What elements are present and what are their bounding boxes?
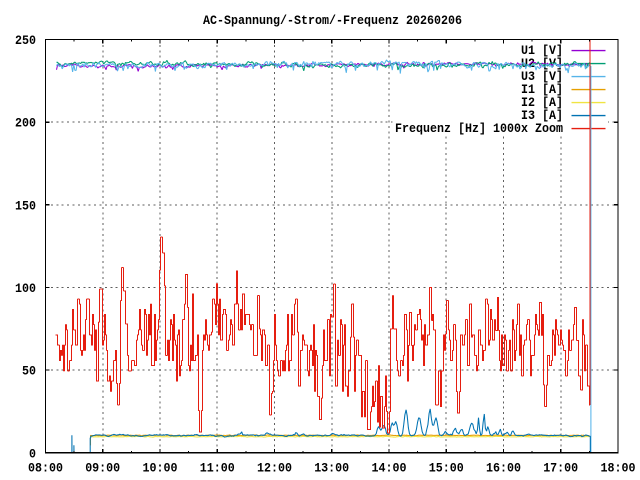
svg-text:15:00: 15:00 (429, 461, 464, 475)
svg-text:09:00: 09:00 (85, 461, 120, 475)
svg-text:11:00: 11:00 (200, 461, 235, 475)
svg-text:150: 150 (15, 199, 36, 213)
svg-text:17:00: 17:00 (543, 461, 578, 475)
svg-text:U3 [V]: U3 [V] (521, 70, 563, 84)
svg-text:14:00: 14:00 (372, 461, 407, 475)
svg-text:I1 [A]: I1 [A] (521, 83, 563, 97)
svg-text:I3 [A]: I3 [A] (521, 109, 563, 123)
svg-text:10:00: 10:00 (143, 461, 178, 475)
svg-text:50: 50 (22, 365, 36, 379)
svg-text:18:00: 18:00 (601, 461, 636, 475)
svg-text:100: 100 (15, 282, 36, 296)
svg-text:AC-Spannung/-Strom/-Frequenz 2: AC-Spannung/-Strom/-Frequenz 20260206 (203, 14, 462, 28)
svg-text:200: 200 (15, 117, 36, 131)
svg-text:250: 250 (15, 34, 36, 48)
svg-text:U1 [V]: U1 [V] (521, 44, 563, 58)
svg-text:08:00: 08:00 (28, 461, 63, 475)
svg-text:12:00: 12:00 (257, 461, 292, 475)
svg-text:I2 [A]: I2 [A] (521, 96, 563, 110)
svg-text:Frequenz [Hz] 1000x Zoom: Frequenz [Hz] 1000x Zoom (395, 122, 563, 136)
svg-text:0: 0 (29, 447, 36, 461)
svg-text:13:00: 13:00 (314, 461, 349, 475)
svg-text:16:00: 16:00 (486, 461, 521, 475)
